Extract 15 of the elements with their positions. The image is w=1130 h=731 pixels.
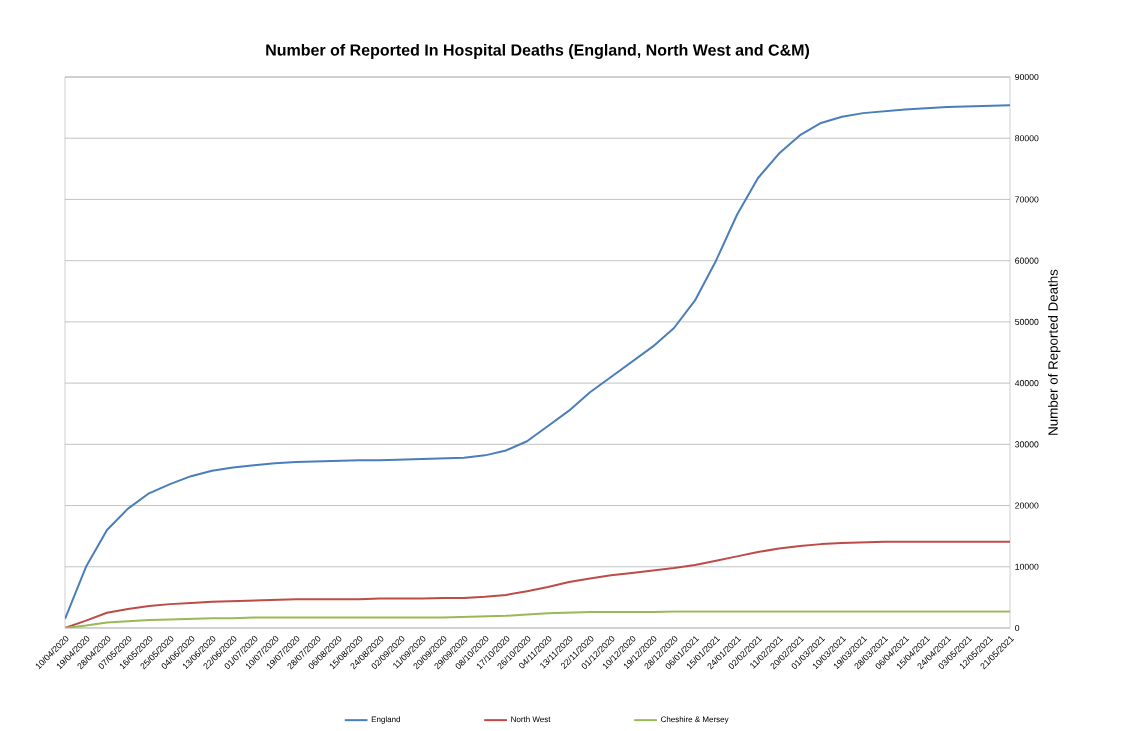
y-tick-label: 40000 bbox=[1014, 380, 1039, 387]
y-tick-label: 80000 bbox=[1015, 135, 1039, 142]
y-tick-label: 50000 bbox=[1015, 318, 1039, 325]
chart-title: Number of Reported In Hospital Deaths (England, North West and C&M) bbox=[266, 43, 810, 59]
y-tick-label: 60000 bbox=[1015, 257, 1039, 264]
y-tick-label: 30000 bbox=[1015, 441, 1039, 448]
y-tick-label: 70000 bbox=[1015, 196, 1039, 203]
y-tick-label: 0 bbox=[1015, 624, 1020, 632]
y-tick-label: 90000 bbox=[1015, 73, 1039, 81]
y-tick-label: 20000 bbox=[1015, 502, 1039, 509]
legend-label: Cheshire & Mersey bbox=[660, 716, 729, 724]
legend-label: North West bbox=[511, 716, 551, 723]
legend-label: England bbox=[371, 716, 400, 724]
y-tick-label: 10000 bbox=[1015, 563, 1039, 570]
y-axis-title: Number of Reported Deaths bbox=[1047, 269, 1061, 435]
